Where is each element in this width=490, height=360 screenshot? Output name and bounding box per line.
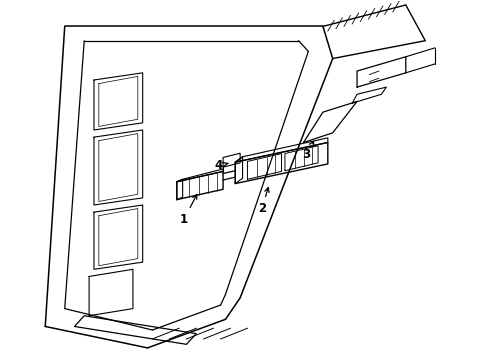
Text: 2: 2 — [258, 188, 269, 215]
Text: 1: 1 — [180, 194, 197, 226]
Text: 4: 4 — [214, 159, 228, 172]
Text: 3: 3 — [302, 141, 314, 162]
